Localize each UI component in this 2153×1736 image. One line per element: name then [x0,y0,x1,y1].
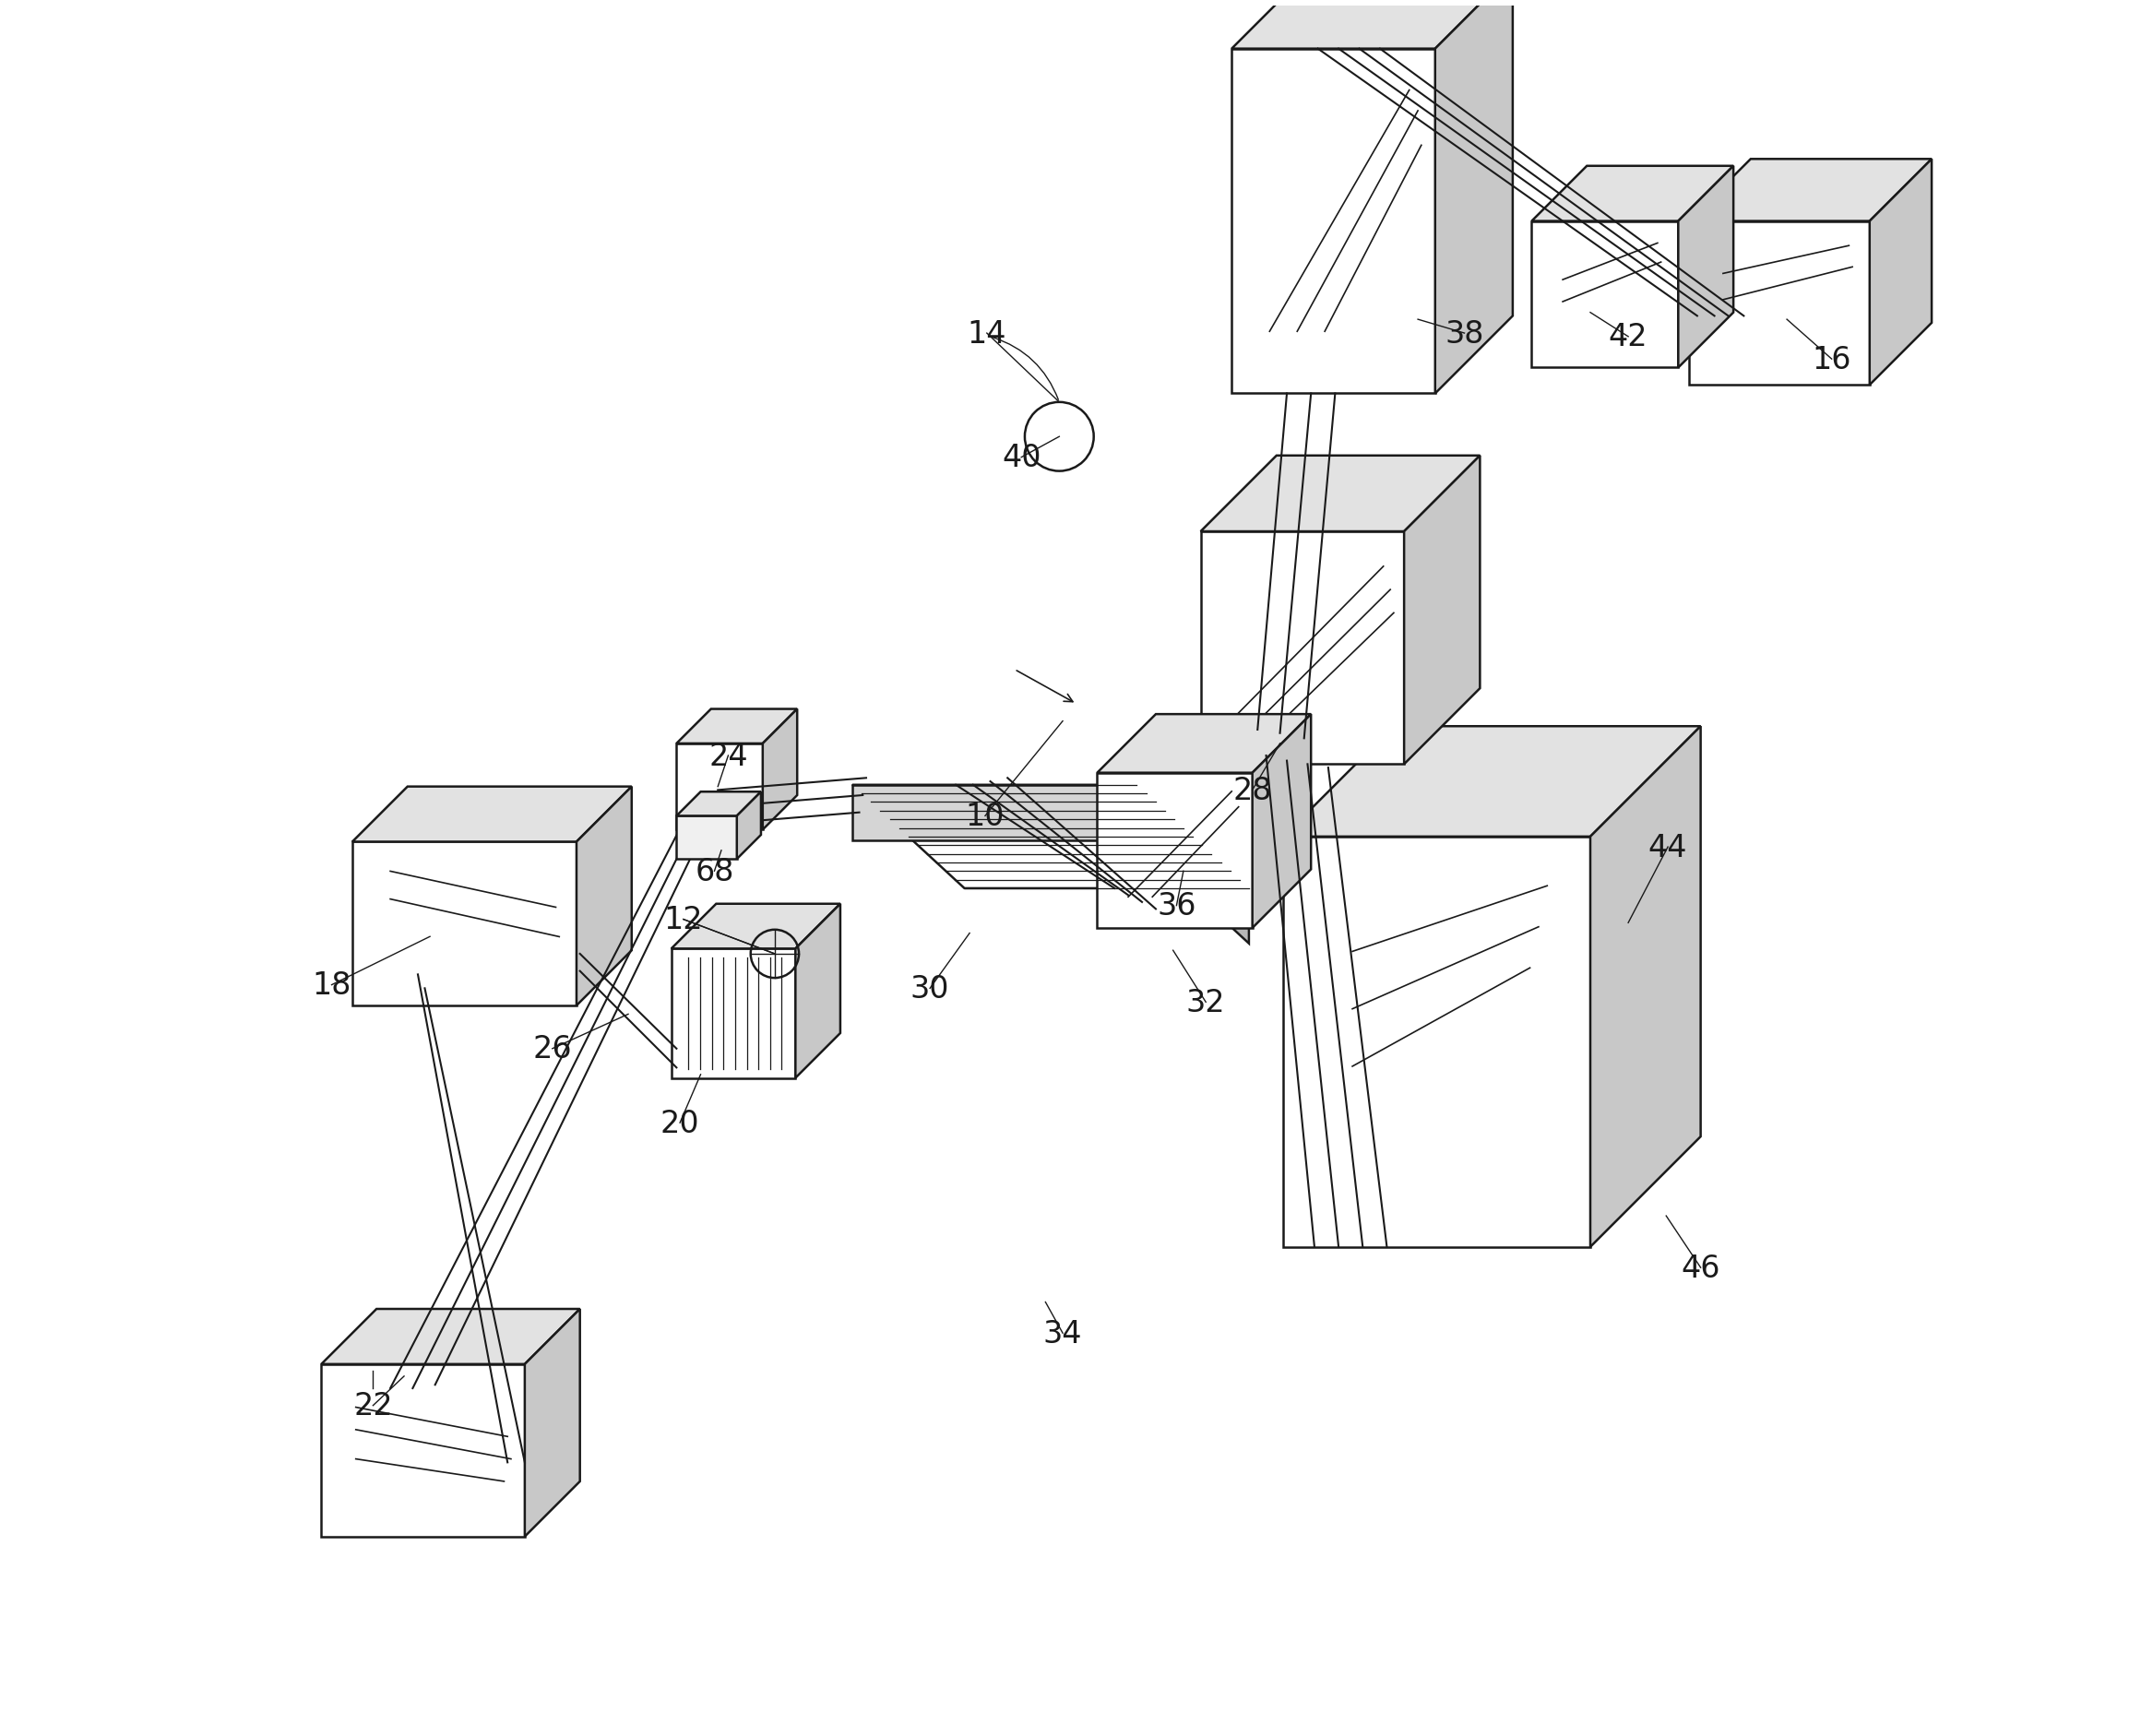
Polygon shape [1436,0,1514,394]
Text: 20: 20 [661,1108,700,1139]
Polygon shape [676,745,762,830]
Text: 34: 34 [1042,1318,1083,1349]
Polygon shape [736,792,760,859]
Polygon shape [321,1309,579,1364]
Polygon shape [672,904,840,950]
Polygon shape [1283,727,1701,837]
Polygon shape [1531,222,1677,368]
Text: 38: 38 [1445,319,1483,349]
Polygon shape [853,785,1249,889]
Polygon shape [762,710,797,830]
Polygon shape [1688,222,1869,385]
Polygon shape [1283,837,1591,1246]
Polygon shape [577,786,631,1005]
Text: 68: 68 [695,856,734,887]
Polygon shape [1531,167,1733,222]
Polygon shape [794,904,840,1078]
Polygon shape [672,950,794,1078]
Text: 30: 30 [911,974,949,1003]
Text: 10: 10 [965,800,1005,832]
Polygon shape [853,785,1137,840]
Text: 28: 28 [1234,776,1272,806]
Polygon shape [1591,727,1701,1246]
Text: 32: 32 [1186,988,1225,1017]
Polygon shape [1253,715,1311,929]
Polygon shape [1201,531,1404,764]
Polygon shape [1098,715,1311,773]
Polygon shape [1232,0,1514,50]
Text: 44: 44 [1649,832,1688,863]
Text: 16: 16 [1813,344,1852,375]
Text: 12: 12 [663,904,704,936]
Polygon shape [1201,457,1479,531]
Text: 18: 18 [312,970,351,1000]
Text: 40: 40 [1001,443,1040,474]
Text: 46: 46 [1681,1253,1720,1283]
Polygon shape [1098,773,1253,929]
Polygon shape [676,792,760,816]
Polygon shape [1869,160,1931,385]
Polygon shape [321,1364,525,1536]
Text: 26: 26 [532,1033,573,1064]
Polygon shape [676,710,797,745]
Polygon shape [676,816,736,859]
Polygon shape [1677,167,1733,368]
Polygon shape [353,842,577,1005]
Polygon shape [1232,50,1436,394]
Polygon shape [1404,457,1479,764]
Polygon shape [1688,160,1931,222]
Text: 14: 14 [967,319,1005,349]
Text: 42: 42 [1608,323,1647,352]
Polygon shape [353,786,631,842]
Polygon shape [1137,785,1249,944]
Polygon shape [525,1309,579,1536]
Text: 22: 22 [353,1391,392,1420]
Text: 24: 24 [708,741,747,771]
Text: 36: 36 [1156,891,1197,922]
